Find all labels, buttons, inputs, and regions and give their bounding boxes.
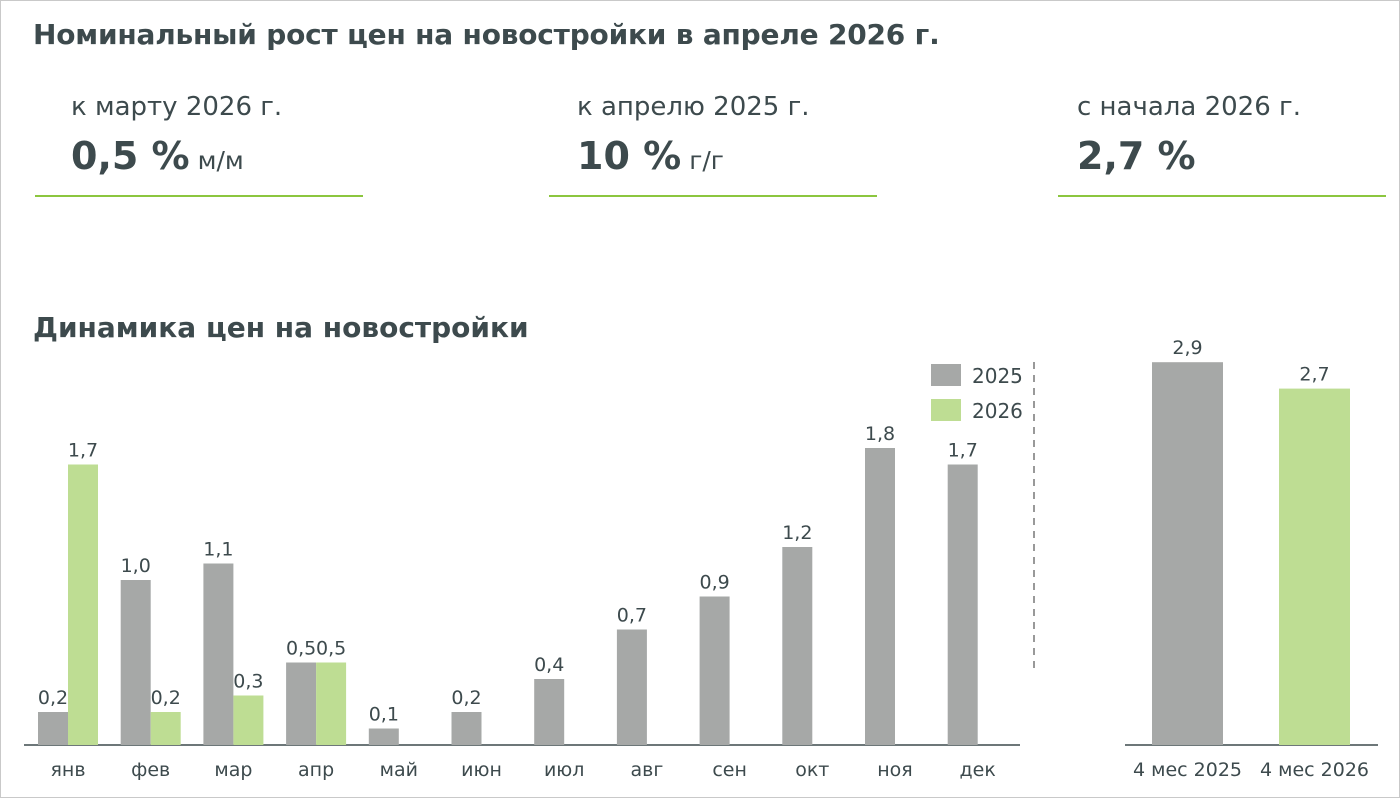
kpi-underline bbox=[1058, 195, 1386, 197]
kpi-value: 2,7 % bbox=[1077, 134, 1196, 178]
bar-2025-ноя bbox=[865, 448, 895, 745]
data-label: 1,7 bbox=[948, 440, 978, 462]
kpi-unit: м/м bbox=[197, 146, 244, 175]
legend-label: 2026 bbox=[972, 399, 1023, 423]
kpi-value: 10 % bbox=[577, 134, 682, 178]
data-label: 0,3 bbox=[233, 671, 263, 693]
x-tick-label: янв bbox=[50, 759, 85, 781]
bar-2025-июл bbox=[534, 679, 565, 745]
bar-2026-янв bbox=[68, 464, 98, 745]
data-label: 0,5 bbox=[286, 638, 316, 660]
bar-2026-фев bbox=[150, 712, 181, 745]
x-tick-label: 4 мес 2025 bbox=[1133, 759, 1242, 781]
bar-2025-окт bbox=[782, 547, 813, 745]
x-tick-label: май bbox=[380, 759, 418, 781]
bar-2026-мар bbox=[233, 695, 264, 745]
data-label: 2,7 bbox=[1299, 364, 1329, 386]
bar-2025-янв bbox=[38, 712, 68, 745]
data-label: 0,5 bbox=[316, 638, 346, 660]
kpi-label: к марту 2026 г. bbox=[71, 92, 283, 122]
x-tick-label: сен bbox=[712, 759, 747, 781]
kpi-underline bbox=[549, 195, 877, 197]
data-label: 0,1 bbox=[369, 704, 399, 726]
x-tick-label: дек bbox=[960, 759, 996, 781]
data-label: 0,2 bbox=[38, 687, 68, 709]
legend-label: 2025 bbox=[972, 364, 1023, 388]
kpi-unit: г/г bbox=[689, 146, 724, 175]
bar-2025-сен bbox=[699, 596, 730, 745]
kpi-label: с начала 2026 г. bbox=[1077, 92, 1301, 122]
x-tick-label: окт bbox=[795, 759, 829, 781]
bar-2025-фев bbox=[120, 580, 151, 745]
bar-2025-май bbox=[368, 728, 399, 745]
kpi-month: к марту 2026 г. 0,5 % м/м bbox=[35, 92, 365, 197]
legend-swatch-2026 bbox=[931, 399, 961, 421]
x-tick-label: ноя bbox=[877, 759, 912, 781]
data-label: 1,1 bbox=[203, 539, 233, 561]
data-label: 0,2 bbox=[451, 687, 481, 709]
data-label: 0,4 bbox=[534, 654, 564, 676]
x-tick-label: авг bbox=[630, 759, 663, 781]
data-label: 0,9 bbox=[699, 572, 729, 594]
kpi-label: к апрелю 2025 г. bbox=[577, 92, 810, 122]
x-tick-label: 4 мес 2026 bbox=[1260, 759, 1369, 781]
x-tick-label: апр bbox=[298, 759, 334, 781]
bar-summary-4 мес 2025 bbox=[1152, 362, 1223, 745]
x-tick-label: мар bbox=[214, 759, 252, 781]
data-label: 1,0 bbox=[121, 555, 151, 577]
data-label: 0,2 bbox=[151, 687, 181, 709]
data-label: 1,7 bbox=[68, 440, 98, 462]
bar-2025-дек bbox=[947, 464, 978, 745]
legend-swatch-2025 bbox=[931, 364, 961, 386]
kpi-value: 0,5 % bbox=[71, 134, 190, 178]
x-tick-label: июн bbox=[461, 759, 502, 781]
bar-2026-апр bbox=[316, 662, 347, 745]
data-label: 2,9 bbox=[1172, 337, 1202, 359]
bar-2025-июн bbox=[451, 712, 482, 745]
data-label: 1,8 bbox=[865, 423, 895, 445]
kpi-ytd: с начала 2026 г. 2,7 % bbox=[1058, 92, 1388, 197]
x-tick-label: фев bbox=[131, 759, 170, 781]
kpi-underline bbox=[35, 195, 363, 197]
x-tick-label: июл bbox=[544, 759, 585, 781]
bar-2025-мар bbox=[203, 563, 234, 745]
page-title: Номинальный рост цен на новостройки в ап… bbox=[33, 18, 940, 51]
section-title: Динамика цен на новостройки bbox=[33, 311, 529, 344]
bar-2025-апр bbox=[286, 662, 317, 745]
bar-summary-4 мес 2026 bbox=[1279, 388, 1350, 745]
bar-2025-авг bbox=[616, 629, 647, 745]
data-label: 0,7 bbox=[617, 605, 647, 627]
kpi-year: к апрелю 2025 г. 10 % г/г bbox=[549, 92, 879, 197]
data-label: 1,2 bbox=[782, 522, 812, 544]
